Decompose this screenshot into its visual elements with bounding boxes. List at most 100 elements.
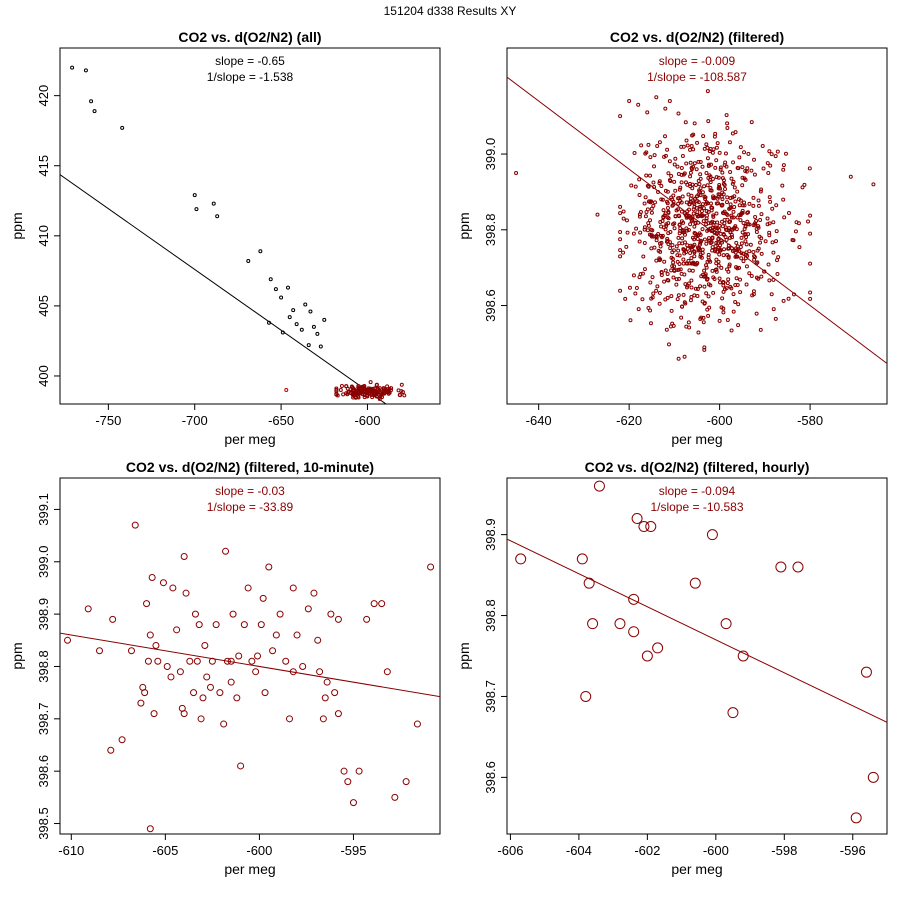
y-tick-label: 410 bbox=[36, 225, 51, 247]
panel-title: CO2 vs. d(O2/N2) (all) bbox=[178, 29, 321, 45]
data-point bbox=[672, 268, 677, 273]
data-point bbox=[197, 715, 205, 723]
data-point bbox=[627, 285, 632, 290]
data-point bbox=[725, 125, 730, 130]
data-point bbox=[682, 230, 687, 235]
data-point bbox=[682, 251, 687, 256]
data-point bbox=[713, 249, 718, 254]
data-point bbox=[402, 778, 410, 786]
data-point bbox=[674, 244, 679, 249]
data-point bbox=[728, 235, 733, 240]
data-point bbox=[348, 387, 353, 392]
data-point bbox=[860, 666, 872, 678]
data-point bbox=[679, 315, 684, 320]
data-point bbox=[363, 615, 371, 623]
data-point bbox=[641, 650, 653, 662]
data-point bbox=[706, 221, 711, 226]
data-point bbox=[692, 254, 697, 259]
data-point bbox=[754, 219, 759, 224]
data-point bbox=[643, 195, 648, 200]
data-point bbox=[131, 521, 139, 529]
data-point bbox=[671, 275, 676, 280]
data-point bbox=[154, 657, 162, 665]
data-point bbox=[688, 174, 693, 179]
data-point bbox=[628, 593, 640, 605]
x-tick-label: -600 bbox=[703, 843, 729, 858]
data-point bbox=[775, 272, 780, 277]
data-point bbox=[321, 694, 329, 702]
data-point bbox=[682, 300, 687, 305]
data-point bbox=[762, 269, 767, 274]
data-point bbox=[709, 188, 714, 193]
data-point bbox=[338, 387, 343, 392]
data-point bbox=[767, 230, 772, 235]
y-tick-label: 415 bbox=[36, 155, 51, 177]
data-point bbox=[685, 209, 690, 214]
data-point bbox=[740, 175, 745, 180]
data-point bbox=[692, 250, 697, 255]
inverse-slope-annotation: 1/slope = -108.587 bbox=[647, 70, 747, 84]
data-point bbox=[666, 278, 671, 283]
data-point bbox=[649, 246, 654, 251]
data-point bbox=[618, 114, 623, 119]
panel-title: CO2 vs. d(O2/N2) (filtered, 10-minute) bbox=[126, 459, 374, 475]
marks-layer bbox=[60, 65, 407, 404]
data-point bbox=[720, 296, 725, 301]
regression-line bbox=[60, 174, 387, 404]
data-point bbox=[722, 182, 727, 187]
data-point bbox=[334, 615, 342, 623]
data-point bbox=[89, 99, 94, 104]
data-point bbox=[735, 215, 740, 220]
data-point bbox=[775, 149, 780, 154]
data-point bbox=[808, 213, 813, 218]
data-point bbox=[734, 240, 739, 245]
data-point bbox=[766, 262, 771, 267]
data-point bbox=[299, 662, 307, 670]
data-point bbox=[758, 189, 763, 194]
data-point bbox=[652, 184, 657, 189]
data-point bbox=[685, 143, 690, 148]
data-point bbox=[771, 220, 776, 225]
plot-frame bbox=[506, 477, 888, 835]
data-point bbox=[657, 179, 662, 184]
data-point bbox=[159, 579, 167, 587]
data-point bbox=[661, 208, 666, 213]
data-point bbox=[633, 291, 638, 296]
data-point bbox=[203, 673, 211, 681]
data-point bbox=[646, 221, 651, 226]
data-point bbox=[690, 182, 695, 187]
data-point bbox=[703, 201, 708, 206]
data-point bbox=[702, 146, 707, 151]
x-tick-label: -750 bbox=[95, 413, 121, 428]
data-point bbox=[399, 382, 404, 387]
data-point bbox=[672, 226, 677, 231]
data-point bbox=[695, 140, 700, 145]
data-point bbox=[137, 699, 145, 707]
panel-hourly: CO2 vs. d(O2/N2) (filtered, hourly) per … bbox=[456, 459, 888, 877]
data-point bbox=[645, 228, 650, 233]
data-point bbox=[721, 192, 726, 197]
data-point bbox=[706, 209, 711, 214]
data-point bbox=[702, 345, 707, 350]
data-point bbox=[314, 636, 322, 644]
y-tick-label: 398.8 bbox=[483, 599, 498, 632]
data-point bbox=[751, 203, 756, 208]
data-point bbox=[678, 226, 683, 231]
data-point bbox=[649, 206, 654, 211]
data-point bbox=[632, 150, 637, 155]
data-point bbox=[294, 322, 299, 327]
data-point bbox=[698, 172, 703, 177]
inverse-slope-annotation: 1/slope = -1.538 bbox=[207, 70, 294, 84]
data-point bbox=[701, 320, 706, 325]
data-point bbox=[733, 300, 738, 305]
data-point bbox=[384, 388, 389, 393]
data-point bbox=[752, 157, 757, 162]
data-point bbox=[704, 208, 709, 213]
data-point bbox=[688, 222, 693, 227]
data-point bbox=[664, 327, 669, 332]
data-point bbox=[806, 219, 811, 224]
data-point bbox=[220, 720, 228, 728]
data-point bbox=[684, 138, 689, 143]
data-point bbox=[807, 166, 812, 171]
data-point bbox=[705, 183, 710, 188]
